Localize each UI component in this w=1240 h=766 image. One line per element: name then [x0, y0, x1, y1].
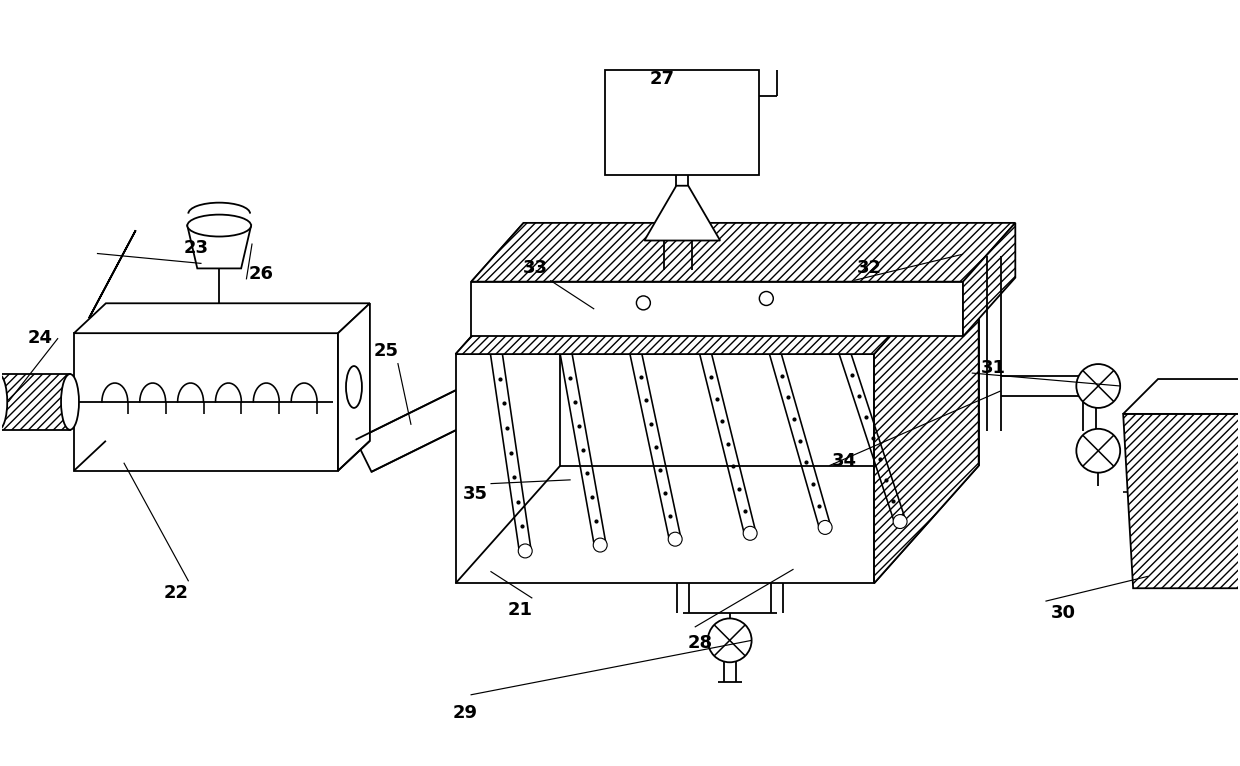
Polygon shape: [0, 374, 69, 430]
Ellipse shape: [187, 214, 250, 237]
Polygon shape: [645, 185, 720, 241]
Text: 30: 30: [1050, 604, 1076, 622]
Polygon shape: [1123, 379, 1240, 414]
Polygon shape: [339, 303, 370, 470]
Polygon shape: [471, 223, 1016, 282]
Text: 31: 31: [981, 359, 1006, 377]
Ellipse shape: [346, 366, 362, 408]
Circle shape: [759, 292, 774, 306]
Circle shape: [893, 515, 908, 529]
Text: 23: 23: [184, 240, 210, 257]
Bar: [74, 333, 339, 470]
Polygon shape: [187, 225, 250, 268]
Circle shape: [518, 544, 532, 558]
Circle shape: [1076, 364, 1120, 408]
Text: 25: 25: [373, 342, 398, 360]
Circle shape: [818, 520, 832, 535]
Text: 35: 35: [463, 485, 489, 502]
Text: 27: 27: [650, 70, 675, 88]
Ellipse shape: [0, 374, 7, 430]
Polygon shape: [963, 223, 1016, 336]
Text: 32: 32: [857, 260, 882, 277]
Text: 22: 22: [164, 584, 190, 602]
Text: 29: 29: [453, 704, 479, 722]
Text: 24: 24: [27, 329, 52, 347]
Polygon shape: [471, 282, 963, 336]
Polygon shape: [74, 303, 370, 333]
Polygon shape: [1123, 414, 1240, 588]
Circle shape: [708, 618, 751, 663]
Circle shape: [636, 296, 650, 310]
Polygon shape: [89, 231, 135, 318]
Text: 33: 33: [523, 260, 548, 277]
Circle shape: [668, 532, 682, 546]
Text: 28: 28: [687, 634, 712, 652]
Circle shape: [593, 538, 608, 552]
Bar: [605, 70, 759, 175]
Circle shape: [1076, 429, 1120, 473]
Polygon shape: [874, 237, 978, 583]
Polygon shape: [356, 388, 476, 472]
Ellipse shape: [61, 374, 79, 430]
Text: 21: 21: [508, 601, 533, 619]
Text: 34: 34: [832, 452, 857, 470]
Polygon shape: [455, 354, 874, 583]
Polygon shape: [455, 237, 978, 354]
Circle shape: [743, 526, 758, 540]
Text: 26: 26: [249, 265, 274, 283]
